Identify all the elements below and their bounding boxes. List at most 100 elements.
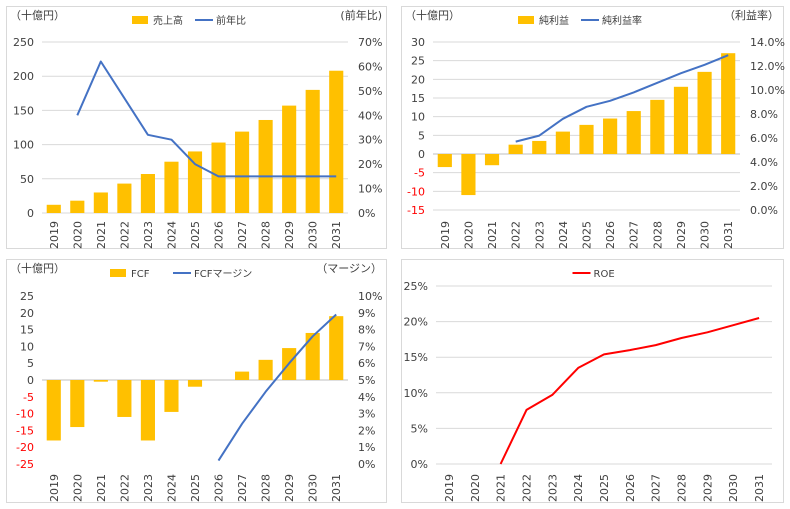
x-tick-label: 2023 — [546, 474, 559, 502]
y-tick-label: 0% — [411, 458, 428, 471]
bar-2031 — [721, 53, 736, 155]
y2-tick-label: 50% — [358, 85, 382, 98]
x-tick-label: 2019 — [443, 474, 456, 502]
right-unit-label: （マージン） — [316, 262, 382, 275]
x-tick-label: 2023 — [142, 221, 155, 249]
y2-tick-label: 2.0% — [750, 180, 778, 193]
y-tick-label: 150 — [13, 104, 34, 117]
line-ROE — [499, 317, 760, 465]
bar-2025 — [187, 380, 203, 387]
y2-tick-label: 8.0% — [750, 108, 778, 121]
chart-fcf: 25 20 15 10 5 0 -5 -10 -15 -20 -25 10% 9% 8% 7% 6% 5% 4% 3… — [6, 259, 387, 503]
x-tick-label: 2023 — [533, 221, 546, 249]
y-tick-label: 25% — [404, 280, 428, 293]
x-tick-label: 2021 — [486, 221, 499, 249]
x-tick-label: 2027 — [236, 221, 249, 249]
x-tick-label: 2026 — [213, 474, 226, 502]
legend-swatch — [518, 16, 534, 24]
bar-2030 — [305, 332, 320, 380]
x-tick-label: 2024 — [165, 221, 178, 249]
bar-2026 — [211, 142, 226, 213]
x-tick-label: 2029 — [283, 221, 296, 249]
x-tick-label: 2031 — [722, 221, 735, 249]
bar-2030 — [305, 89, 320, 213]
legend-item: 前年比 — [195, 14, 246, 27]
y-tick-label: 20 — [411, 73, 425, 86]
y2-tick-label: 20% — [358, 158, 382, 171]
y2-tick-label: 5% — [358, 374, 375, 387]
x-tick-label: 2030 — [699, 221, 712, 249]
x-tick-label: 2029 — [283, 474, 296, 502]
bar-2022 — [117, 183, 132, 213]
bar-2028 — [258, 359, 273, 380]
bar-2028 — [258, 119, 273, 213]
bar-2024 — [164, 161, 179, 213]
x-tick-label: 2030 — [307, 221, 320, 249]
x-tick-label: 2024 — [557, 221, 570, 249]
bar-2029 — [673, 86, 689, 154]
x-tick-label: 2031 — [753, 474, 766, 502]
y-tick-label: 10 — [20, 340, 34, 353]
x-tick-label: 2027 — [650, 474, 663, 502]
y-tick-label: 20 — [20, 307, 34, 320]
y-tick-label: 5 — [418, 129, 425, 142]
left-unit-label: （十億円） — [10, 8, 65, 22]
bar-2023 — [140, 380, 155, 441]
bar-2025 — [579, 124, 594, 154]
y-tick-label: 200 — [13, 70, 34, 83]
legend-item: FCFマージン — [173, 269, 252, 280]
y2-tick-label: 1% — [358, 441, 375, 454]
y-tick-label: -15 — [16, 424, 34, 437]
y-tick-label: -10 — [407, 185, 425, 198]
x-tick-label: 2021 — [495, 474, 508, 502]
bar-2021 — [93, 380, 108, 382]
bar-2028 — [650, 99, 665, 154]
x-tick-label: 2019 — [48, 474, 61, 502]
y2-tick-label: 2% — [358, 424, 375, 437]
legend-item: FCF — [110, 269, 150, 280]
x-tick-label: 2028 — [651, 221, 664, 249]
y-tick-label: 5 — [27, 357, 34, 370]
chart-roe: 25% 20% 15% 10% 5% 0% 2019 2020 2021 2022 2023 2024… — [401, 259, 784, 503]
bar-2023 — [140, 174, 155, 213]
left-unit-label: （十億円） — [405, 8, 460, 22]
y-tick-label: -10 — [16, 408, 34, 421]
x-tick-label: 2026 — [624, 474, 637, 502]
y-tick-label: 250 — [13, 36, 34, 49]
bar-2020 — [70, 380, 85, 428]
bar-2022 — [508, 144, 523, 154]
x-tick-label: 2031 — [330, 221, 343, 249]
legend-label: 純利益率 — [602, 14, 642, 27]
x-tick-label: 2028 — [676, 474, 689, 502]
chart-frame — [401, 259, 784, 503]
x-tick-label: 2029 — [675, 221, 688, 249]
y-tick-label: 100 — [13, 139, 34, 152]
legend-label: FCF — [131, 269, 150, 280]
chart-net_income: 30 25 20 15 10 5 0 -5 -10 -15 14.0% 12.0% 10.0% 8.0% 6… — [401, 6, 785, 249]
right-unit-label: (前年比) — [340, 8, 382, 22]
x-tick-label: 2031 — [330, 474, 343, 502]
line-純利益率 — [515, 54, 729, 143]
y-tick-label: 10 — [411, 111, 425, 124]
x-tick-label: 2022 — [118, 221, 131, 249]
bar-2021 — [93, 192, 108, 213]
bar-2027 — [235, 371, 250, 380]
chart-sales: 250 200 150 100 50 0 70% 60% 50% 40% 30% 20% 10% 0% （十… — [6, 6, 387, 249]
y2-tick-label: 0.0% — [750, 204, 778, 217]
legend-label: 純利益 — [539, 14, 569, 27]
x-tick-label: 2025 — [581, 221, 594, 249]
y2-tick-label: 7% — [358, 340, 375, 353]
y-tick-label: 0 — [27, 207, 34, 220]
x-tick-label: 2019 — [48, 221, 61, 249]
y-tick-label: 0 — [27, 374, 34, 387]
y-tick-label: 20% — [404, 316, 428, 329]
right-unit-label: （利益率） — [724, 8, 779, 22]
y-tick-label: -5 — [23, 391, 34, 404]
bar-2027 — [235, 131, 250, 213]
legend-label: 売上高 — [153, 14, 183, 27]
x-tick-label: 2029 — [701, 474, 714, 502]
x-tick-label: 2025 — [189, 474, 202, 502]
y-tick-label: 15% — [404, 351, 428, 364]
y2-tick-label: 10.0% — [750, 84, 785, 97]
bar-2024 — [164, 380, 179, 412]
